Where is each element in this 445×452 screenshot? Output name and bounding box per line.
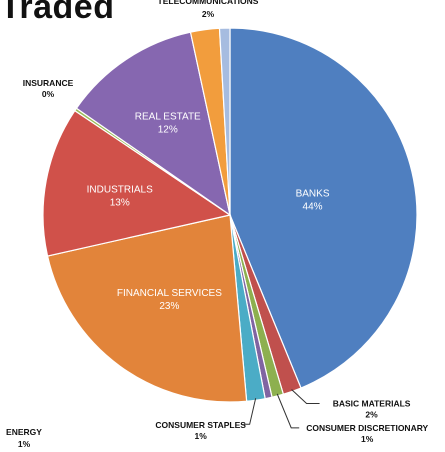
pie-slice-unlabeled-10 xyxy=(218,27,231,216)
slice-pct-industrials-6: 13% xyxy=(110,197,130,208)
slice-label-consumer-discretionary-2: CONSUMER DISCRETIONARY xyxy=(306,423,428,433)
chart-title: Traded xyxy=(0,0,115,26)
slice-label-banks-0: BANKS xyxy=(296,189,330,200)
slice-pct-basic-materials-1: 2% xyxy=(365,409,378,419)
slice-label-financial-services-5: FINANCIAL SERVICES xyxy=(117,288,222,299)
slice-label-consumer-staples-4: CONSUMER STAPLES xyxy=(155,420,246,430)
slice-label-basic-materials-1: BASIC MATERIALS xyxy=(333,398,411,408)
slice-pct-banks-0: 44% xyxy=(303,202,323,213)
slice-label-insurance-7: INSURANCE xyxy=(23,78,74,88)
slice-pct-energy: 1% xyxy=(18,439,31,449)
slice-label-industrials-6: INDUSTRIALS xyxy=(87,184,153,195)
slice-pct-telecommunications-9: 2% xyxy=(202,9,215,19)
slice-label-real-estate-8: REAL ESTATE xyxy=(135,112,201,123)
slice-pct-consumer-staples-4: 1% xyxy=(195,431,208,441)
slice-pct-real-estate-8: 12% xyxy=(158,125,178,136)
leader-line-basic-materials xyxy=(291,389,320,404)
leader-line-consumer-discretionary xyxy=(276,393,300,429)
pie-slice-banks-0 xyxy=(229,27,418,389)
pie-slice-real-estate-8 xyxy=(75,31,231,217)
slice-label-telecommunications-9: TELECOMMUNICATIONS xyxy=(158,0,259,6)
slice-pct-consumer-discretionary-2: 1% xyxy=(361,434,374,444)
slice-pct-financial-services-5: 23% xyxy=(159,301,179,312)
slice-label-energy: ENERGY xyxy=(6,427,42,437)
slice-pct-insurance-7: 0% xyxy=(42,89,55,99)
pie-slice-industrials-6 xyxy=(42,109,232,257)
leader-line-consumer-staples xyxy=(243,398,257,425)
pie-slice-financial-services-5 xyxy=(46,214,248,403)
